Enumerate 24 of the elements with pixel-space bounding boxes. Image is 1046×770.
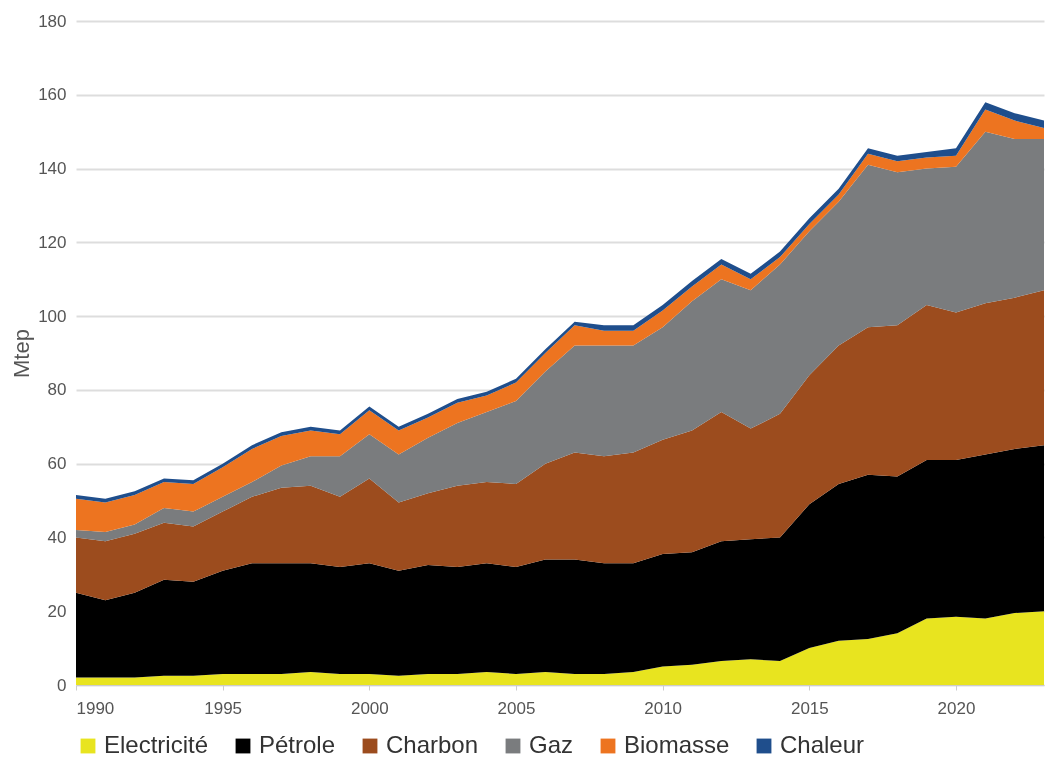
- legend-label: Charbon: [386, 731, 479, 758]
- y-tick-label: 20: [47, 601, 67, 621]
- y-tick-label: 0: [57, 675, 67, 695]
- y-tick-label: 80: [47, 380, 67, 400]
- y-tick-label: 60: [47, 454, 67, 474]
- y-tick-label: 160: [38, 85, 67, 105]
- y-tick-label: 140: [38, 159, 67, 179]
- x-tick-label: 2015: [790, 698, 829, 718]
- x-tick-label: 2010: [644, 698, 683, 718]
- legend-label: Pétrole: [259, 731, 336, 758]
- legend-label: Biomasse: [624, 731, 730, 758]
- y-tick-label: 100: [38, 306, 67, 326]
- x-tick-label: 2005: [497, 698, 536, 718]
- y-tick-label: 120: [38, 232, 67, 252]
- y-tick-label: 40: [47, 527, 67, 547]
- x-tick-label: 2000: [350, 698, 389, 718]
- x-tick-label: 1990: [76, 698, 115, 718]
- x-tick-label: 2020: [937, 698, 976, 718]
- legend-label: Chaleur: [780, 731, 865, 758]
- legend-label: Electricité: [104, 731, 209, 758]
- x-tick-label: 1995: [204, 698, 243, 718]
- y-tick-label: 180: [38, 11, 67, 31]
- legend-label: Gaz: [529, 731, 574, 758]
- y-axis-title: Mtep: [9, 329, 35, 378]
